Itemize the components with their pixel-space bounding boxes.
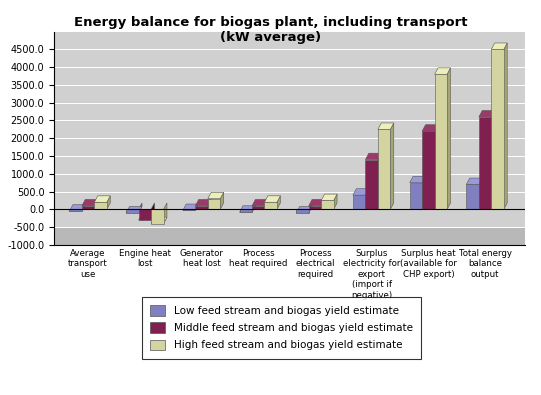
- Polygon shape: [94, 196, 110, 202]
- Polygon shape: [183, 204, 199, 211]
- Polygon shape: [151, 203, 155, 220]
- Bar: [265, 202, 277, 209]
- Bar: [151, 209, 163, 224]
- Polygon shape: [321, 199, 325, 209]
- Bar: [82, 206, 94, 209]
- Bar: [479, 117, 491, 209]
- Polygon shape: [422, 176, 426, 209]
- Polygon shape: [265, 196, 280, 202]
- Polygon shape: [107, 196, 110, 209]
- Polygon shape: [94, 199, 98, 209]
- Polygon shape: [195, 199, 211, 206]
- Bar: [252, 206, 265, 209]
- Polygon shape: [434, 68, 451, 74]
- Bar: [309, 206, 321, 209]
- Polygon shape: [82, 199, 98, 206]
- Polygon shape: [195, 203, 199, 211]
- Polygon shape: [353, 189, 369, 195]
- Polygon shape: [138, 203, 142, 213]
- Polygon shape: [151, 217, 167, 224]
- Polygon shape: [491, 111, 494, 209]
- Polygon shape: [479, 111, 494, 117]
- Polygon shape: [82, 203, 85, 211]
- Bar: [491, 49, 504, 209]
- Bar: [378, 129, 391, 209]
- Polygon shape: [265, 199, 268, 209]
- Polygon shape: [163, 203, 167, 224]
- Bar: [183, 209, 195, 211]
- Polygon shape: [422, 125, 438, 131]
- Polygon shape: [220, 192, 223, 209]
- Polygon shape: [126, 207, 142, 213]
- Polygon shape: [240, 206, 255, 212]
- Polygon shape: [208, 199, 211, 209]
- Polygon shape: [391, 123, 394, 209]
- Bar: [94, 202, 107, 209]
- Bar: [422, 131, 434, 209]
- Polygon shape: [309, 199, 325, 206]
- Polygon shape: [252, 199, 268, 206]
- Polygon shape: [491, 43, 507, 49]
- Bar: [126, 209, 138, 213]
- Bar: [410, 182, 422, 209]
- Polygon shape: [434, 125, 438, 209]
- Polygon shape: [138, 214, 155, 220]
- Polygon shape: [296, 207, 312, 213]
- Polygon shape: [447, 68, 451, 209]
- Polygon shape: [277, 196, 280, 209]
- Polygon shape: [69, 205, 85, 211]
- Bar: [195, 206, 208, 209]
- Polygon shape: [466, 178, 482, 184]
- Polygon shape: [378, 123, 394, 129]
- Text: Energy balance for biogas plant, including transport
(kW average): Energy balance for biogas plant, includi…: [74, 16, 467, 44]
- Bar: [54, 227, 525, 245]
- Polygon shape: [378, 153, 381, 209]
- Bar: [69, 209, 82, 211]
- Bar: [296, 209, 309, 213]
- Polygon shape: [504, 43, 507, 209]
- Polygon shape: [321, 194, 337, 201]
- Bar: [321, 201, 334, 209]
- Polygon shape: [252, 203, 255, 212]
- Bar: [353, 195, 365, 209]
- Polygon shape: [479, 178, 482, 209]
- Bar: [434, 74, 447, 209]
- Bar: [240, 209, 252, 212]
- Bar: [365, 160, 378, 209]
- Legend: Low feed stream and biogas yield estimate, Middle feed stream and biogas yield e: Low feed stream and biogas yield estimat…: [142, 297, 421, 359]
- Polygon shape: [208, 192, 223, 199]
- Bar: [208, 199, 220, 209]
- Bar: [466, 184, 479, 209]
- Polygon shape: [365, 189, 369, 209]
- Polygon shape: [309, 203, 312, 213]
- Polygon shape: [365, 153, 381, 160]
- Polygon shape: [410, 176, 426, 182]
- Polygon shape: [334, 194, 337, 209]
- Bar: [138, 209, 151, 220]
